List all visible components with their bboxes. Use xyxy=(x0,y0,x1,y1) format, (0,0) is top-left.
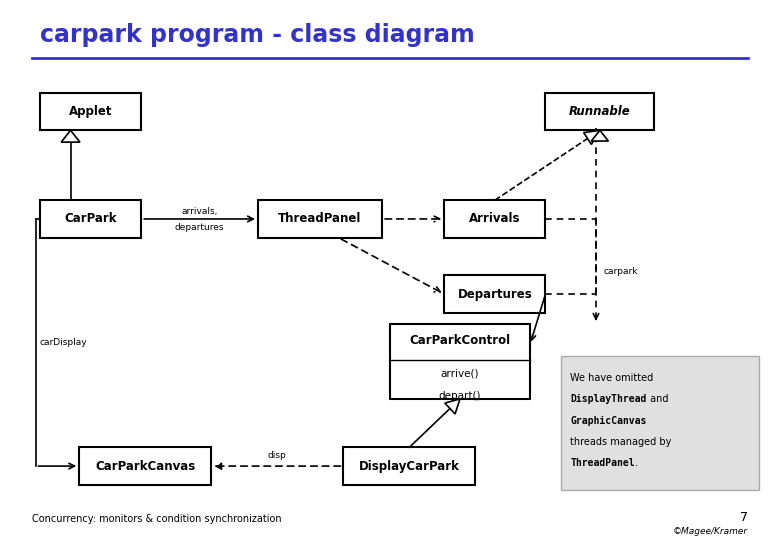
Text: ©Magee/Kramer: ©Magee/Kramer xyxy=(672,527,747,536)
Polygon shape xyxy=(445,399,460,414)
Text: Runnable: Runnable xyxy=(569,105,631,118)
Text: arrive(): arrive() xyxy=(441,368,479,378)
FancyBboxPatch shape xyxy=(445,275,545,313)
FancyBboxPatch shape xyxy=(561,356,759,490)
FancyBboxPatch shape xyxy=(343,447,476,485)
FancyBboxPatch shape xyxy=(41,200,141,238)
Text: CarPark: CarPark xyxy=(65,212,117,226)
Text: GraphicCanvas: GraphicCanvas xyxy=(570,416,647,426)
Text: Departures: Departures xyxy=(458,288,532,301)
Text: DisplayCarPark: DisplayCarPark xyxy=(359,460,460,472)
Text: ThreadPanel: ThreadPanel xyxy=(570,458,635,468)
FancyBboxPatch shape xyxy=(545,93,654,130)
FancyBboxPatch shape xyxy=(390,323,530,399)
Text: carDisplay: carDisplay xyxy=(40,338,87,347)
Text: departures: departures xyxy=(175,223,225,232)
Polygon shape xyxy=(583,130,600,144)
Text: .: . xyxy=(635,458,638,468)
Text: CarParkCanvas: CarParkCanvas xyxy=(95,460,195,472)
Polygon shape xyxy=(591,130,608,141)
FancyBboxPatch shape xyxy=(79,447,211,485)
Text: CarParkControl: CarParkControl xyxy=(410,334,511,347)
FancyBboxPatch shape xyxy=(445,200,545,238)
FancyBboxPatch shape xyxy=(258,200,382,238)
Text: depart(): depart() xyxy=(438,391,481,401)
Text: threads managed by: threads managed by xyxy=(570,437,672,447)
Text: Concurrency: monitors & condition synchronization: Concurrency: monitors & condition synchr… xyxy=(33,514,282,524)
Text: We have omitted: We have omitted xyxy=(570,373,654,383)
Text: ThreadPanel: ThreadPanel xyxy=(278,212,362,226)
FancyBboxPatch shape xyxy=(41,93,141,130)
Text: arrivals,: arrivals, xyxy=(182,207,218,217)
Text: carpark program - class diagram: carpark program - class diagram xyxy=(41,23,475,47)
Polygon shape xyxy=(61,130,80,142)
Text: and: and xyxy=(647,394,668,404)
Text: DisplayThread: DisplayThread xyxy=(570,394,647,404)
Text: carpark: carpark xyxy=(604,267,638,276)
Text: Applet: Applet xyxy=(69,105,112,118)
Text: disp: disp xyxy=(268,451,287,460)
Text: Arrivals: Arrivals xyxy=(470,212,521,226)
Text: 7: 7 xyxy=(739,510,747,524)
